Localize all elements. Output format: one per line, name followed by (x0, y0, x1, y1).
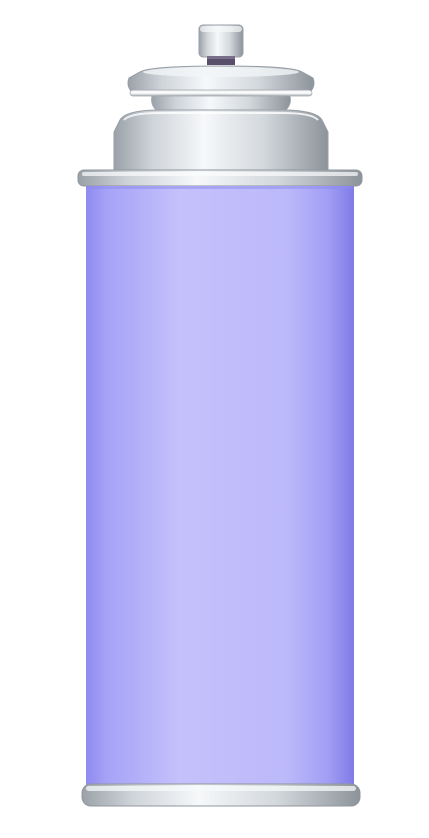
valve-button (199, 25, 243, 57)
canister-shoulder (114, 110, 328, 172)
top-rim (78, 170, 362, 186)
bottom-rim (82, 784, 360, 806)
valve-stem (207, 56, 235, 65)
canister-neck (152, 96, 291, 110)
mounting-cup (128, 66, 314, 96)
canister-body (86, 186, 354, 786)
